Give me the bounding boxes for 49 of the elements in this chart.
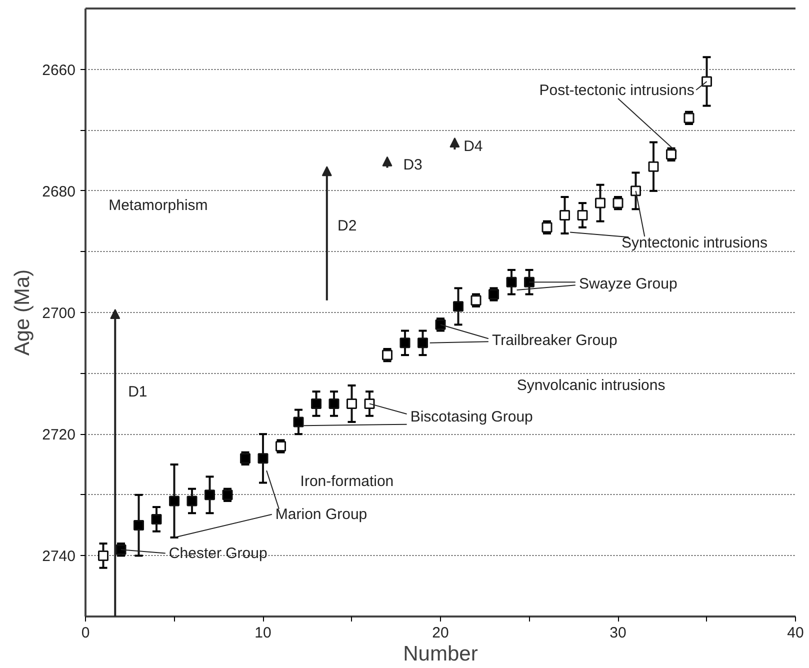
point bbox=[134, 520, 144, 531]
y-tick-label: 2660 bbox=[42, 62, 76, 79]
point bbox=[400, 338, 410, 348]
y-tick-label: 2740 bbox=[42, 548, 76, 566]
annotation: Biscotasing Group bbox=[410, 408, 533, 426]
point bbox=[346, 398, 357, 409]
point bbox=[560, 210, 570, 220]
x-tick-label: 0 bbox=[81, 624, 90, 642]
point bbox=[577, 210, 588, 220]
point bbox=[453, 301, 464, 312]
point bbox=[293, 416, 304, 428]
y-tick-label: 2680 bbox=[42, 183, 76, 200]
point bbox=[524, 276, 534, 288]
point bbox=[151, 514, 162, 524]
x-axis-title: Number bbox=[403, 642, 478, 666]
point bbox=[506, 276, 517, 288]
point bbox=[364, 398, 375, 409]
point bbox=[98, 550, 108, 561]
annotation: Chester Group bbox=[168, 544, 268, 562]
point bbox=[186, 496, 198, 506]
annotation: Swayze Group bbox=[578, 275, 678, 292]
point bbox=[630, 186, 641, 196]
point bbox=[595, 198, 606, 208]
annotation: Post-tectonic intrusions bbox=[539, 82, 694, 100]
point bbox=[328, 398, 340, 409]
annotation: D2 bbox=[338, 218, 357, 235]
annotation: Syntectonic intrusions bbox=[622, 234, 768, 252]
annotation: Synvolcanic intrusions bbox=[516, 376, 666, 394]
annotation: Marion Group bbox=[275, 506, 368, 523]
y-tick-label: 2700 bbox=[42, 305, 76, 322]
y-axis-title: Age (Ma) bbox=[11, 269, 34, 356]
point bbox=[258, 453, 268, 464]
annotation: Metamorphism bbox=[108, 196, 208, 214]
point bbox=[169, 496, 180, 506]
annotation: Trailbreaker Group bbox=[492, 332, 618, 349]
point bbox=[204, 490, 215, 500]
annotation: D1 bbox=[128, 384, 148, 401]
annotation: Iron-formation bbox=[300, 473, 394, 490]
annotation: D3 bbox=[403, 156, 422, 174]
y-tick-label: 2720 bbox=[42, 426, 76, 444]
point bbox=[702, 76, 712, 87]
point bbox=[418, 338, 428, 348]
point bbox=[311, 398, 322, 409]
annotation: D4 bbox=[464, 138, 483, 156]
x-tick-label: 30 bbox=[610, 624, 626, 642]
x-tick-label: 10 bbox=[254, 624, 272, 642]
x-tick-label: 40 bbox=[787, 624, 804, 642]
point bbox=[648, 161, 659, 172]
x-tick-label: 20 bbox=[432, 624, 449, 642]
